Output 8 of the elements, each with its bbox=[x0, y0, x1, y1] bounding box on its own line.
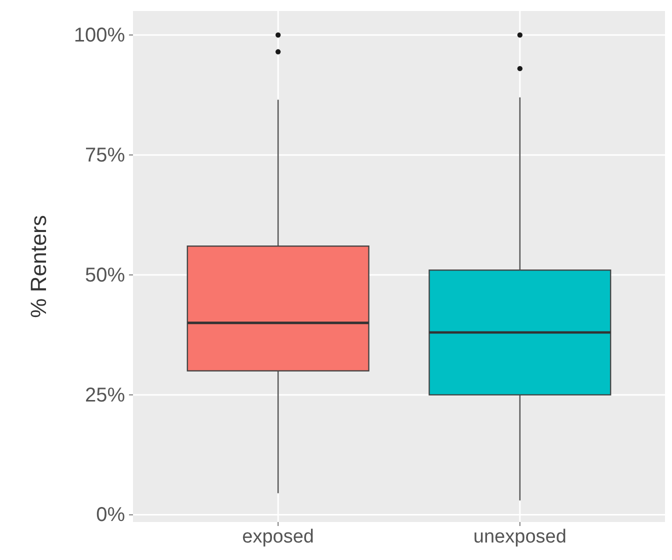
y-tick-label: 50% bbox=[84, 264, 126, 286]
y-tick-label: 25% bbox=[84, 384, 126, 406]
y-tick-label: 0% bbox=[96, 504, 126, 526]
y-tick-label: 75% bbox=[84, 144, 126, 166]
y-axis-title: % Renters bbox=[26, 215, 51, 318]
x-tick-label: unexposed bbox=[473, 526, 566, 548]
x-tick-label: exposed bbox=[242, 526, 314, 548]
y-tick-label: 100% bbox=[74, 24, 126, 46]
